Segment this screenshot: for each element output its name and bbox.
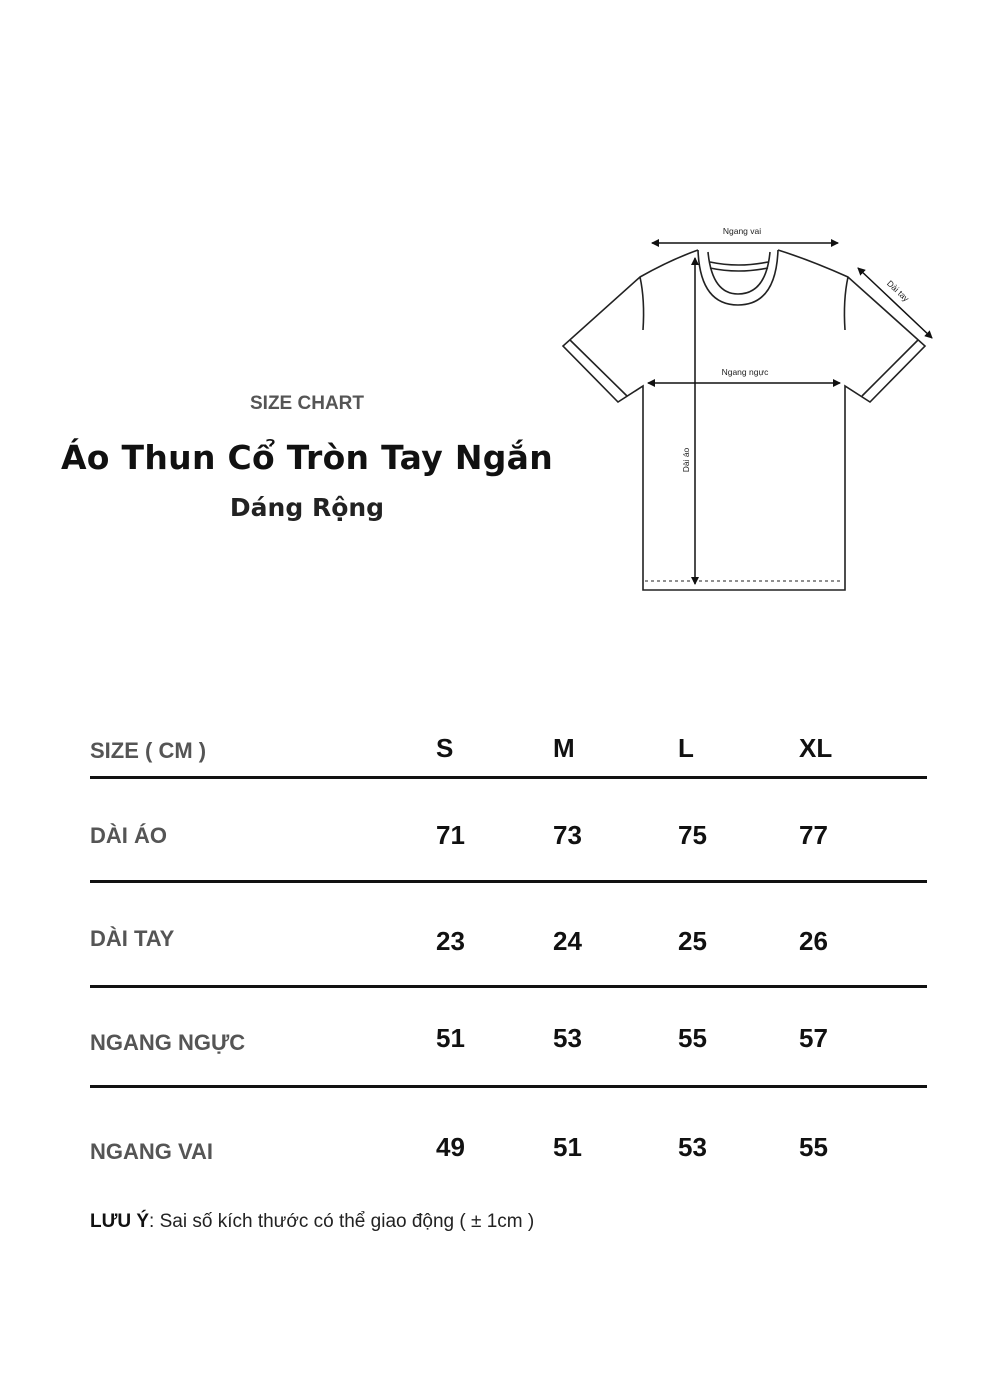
cell: 49 [436,1132,465,1162]
sleeve-arrow [857,267,933,339]
row-label: NGANG VAI [90,1139,214,1164]
cell: 55 [678,1023,707,1053]
size-header-xl: XL [799,733,833,763]
product-title: Áo Thun Cổ Tròn Tay Ngắn [60,438,554,477]
divider [90,880,927,883]
cell: 26 [799,926,828,956]
cell: 25 [678,926,707,956]
shoulder-label: Ngang vai [723,226,761,236]
cell: 51 [553,1132,582,1162]
table-header-label: SIZE ( CM ) [90,738,207,763]
row-label: DÀI ÁO [90,823,167,848]
cell: 75 [678,820,707,850]
cell: 53 [553,1023,582,1053]
length-label: Dài áo [681,447,691,472]
cell: 73 [553,820,582,850]
tolerance-note: LƯU Ý: Sai số kích thước có thể giao độn… [90,1211,534,1233]
size-header-s: S [436,733,454,763]
note-text: : Sai số kích thước có thể giao động ( ±… [149,1211,535,1232]
cell: 24 [553,926,582,956]
fit-type: Dáng Rộng [229,493,385,522]
divider [90,1085,927,1088]
row-label: DÀI TAY [90,926,175,951]
cell: 77 [799,820,828,850]
note-label: LƯU Ý [90,1211,150,1232]
divider [90,985,927,988]
size-header-m: M [553,733,575,763]
cell: 71 [436,820,465,850]
divider [90,776,927,779]
tshirt-outline [561,249,927,591]
cell: 23 [436,926,465,956]
size-chart-subtitle: SIZE CHART [250,393,364,414]
measurement-arrows [647,239,933,585]
row-label: NGANG NGỰC [90,1030,246,1055]
cell: 57 [799,1023,828,1053]
cell: 51 [436,1023,465,1053]
cell: 55 [799,1132,828,1162]
cell: 53 [678,1132,707,1162]
chest-label: Ngang ngực [722,367,770,377]
size-header-l: L [678,733,694,763]
sleeve-label: Dài tay [885,278,912,304]
tshirt-diagram: Ngang vai Ngang ngực Dài áo Dài tay [561,226,933,591]
